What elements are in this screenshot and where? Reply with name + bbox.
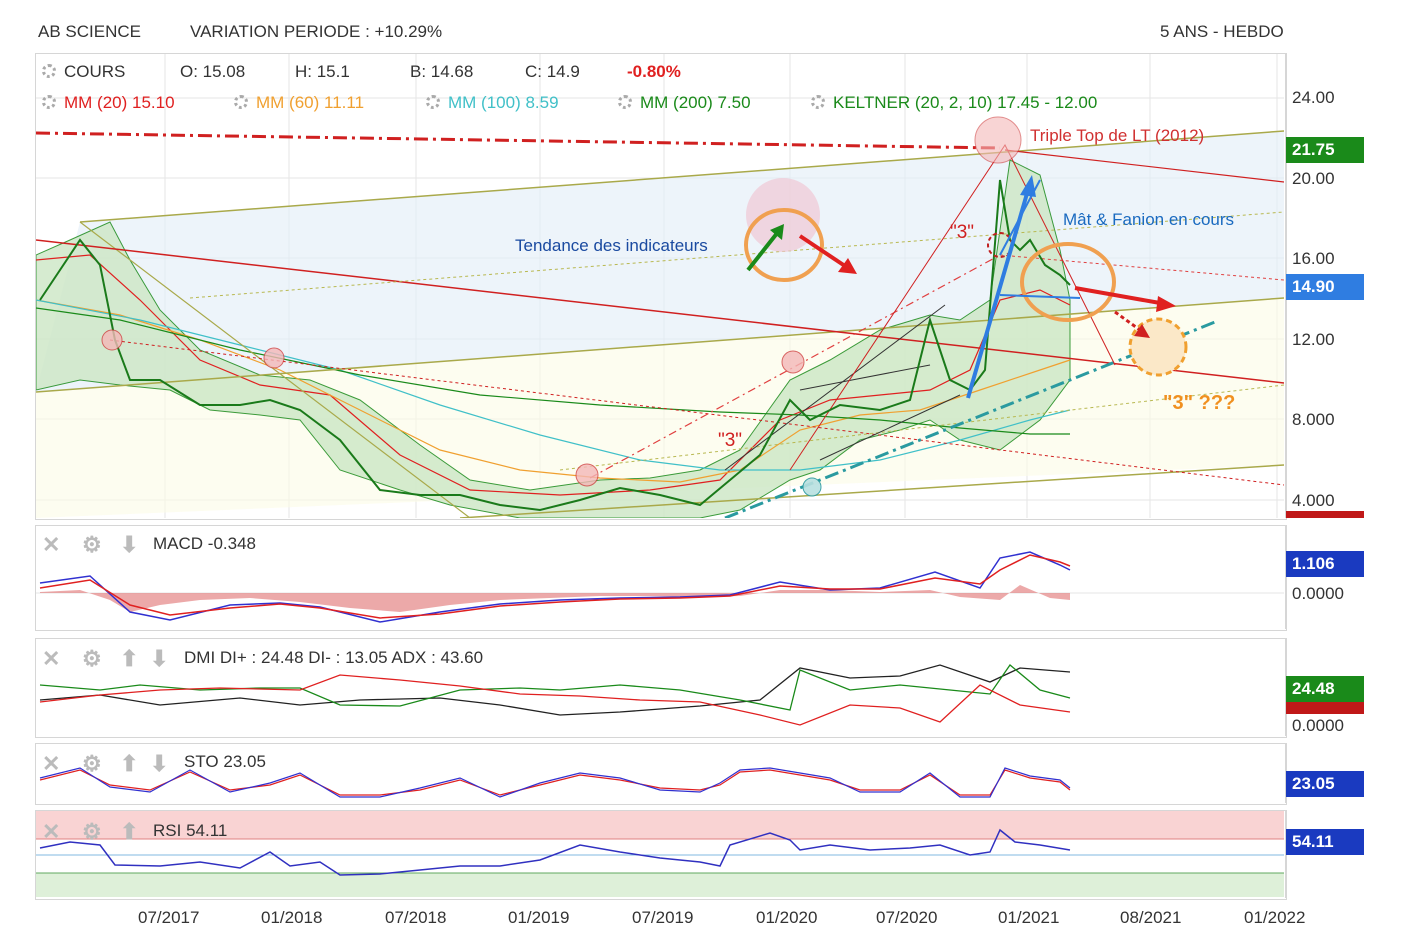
gear-icon[interactable]: ⚙	[82, 819, 102, 844]
price-badge-top: 21.75	[1286, 137, 1364, 163]
mm20-legend[interactable]: MM (20) 15.10	[42, 93, 175, 113]
gear-icon[interactable]	[618, 95, 632, 109]
macd-axis	[1285, 525, 1396, 629]
macd-tick: 0.0000	[1292, 584, 1344, 603]
rsi-badge: 54.11	[1286, 829, 1364, 855]
close-value: C: 14.9	[525, 62, 580, 81]
close-icon[interactable]: ✕	[42, 532, 61, 557]
annotation-three-b: "3"	[718, 430, 742, 451]
low-value: B: 14.68	[410, 62, 474, 81]
gear-icon[interactable]: ⚙	[82, 532, 102, 557]
dmi-badge: 24.48	[1286, 676, 1364, 702]
period-variation: VARIATION PERIODE : +10.29%	[190, 22, 443, 41]
price-axis	[1285, 53, 1396, 518]
price-tick: 12.00	[1292, 330, 1335, 349]
dmi-tick: 0.0000	[1292, 716, 1344, 735]
open-value: O: 15.08	[180, 62, 246, 81]
price-tick: 4.000	[1292, 491, 1335, 510]
gear-icon[interactable]: ⚙	[82, 751, 102, 776]
close-icon[interactable]: ✕	[42, 646, 61, 671]
dmi-axis	[1285, 638, 1396, 736]
x-axis-tick: 08/2021	[1120, 908, 1182, 927]
sto-badge: 23.05	[1286, 771, 1364, 797]
close-icon[interactable]: ✕	[42, 819, 61, 844]
price-tick: 8.000	[1292, 410, 1335, 429]
arrow-down-icon[interactable]: ⬇	[120, 532, 139, 557]
annotation-mat-fanion: Mât & Fanion en cours	[1063, 210, 1234, 229]
x-axis-tick: 01/2020	[756, 908, 818, 927]
gear-icon[interactable]	[42, 64, 56, 78]
rsi-axis	[1285, 810, 1396, 898]
rsi-label: RSI 54.11	[153, 821, 228, 840]
x-axis-tick: 01/2021	[998, 908, 1060, 927]
arrow-up-icon[interactable]: ⬆	[120, 646, 139, 671]
price-tick: 20.00	[1292, 169, 1335, 188]
close-icon[interactable]: ✕	[42, 751, 61, 776]
x-axis-tick: 07/2020	[876, 908, 938, 927]
mm100-legend[interactable]: MM (100) 8.59	[426, 93, 559, 113]
dmi-label: DMI DI+ : 24.48 DI- : 13.05 ADX : 43.60	[184, 648, 484, 667]
annotation-three-q: "3" ???	[1163, 392, 1235, 414]
price-tick: 24.00	[1292, 88, 1335, 107]
cours-legend[interactable]: COURS	[42, 62, 125, 82]
annotation-three-a: "3"	[950, 222, 974, 243]
x-axis-tick: 07/2019	[632, 908, 694, 927]
sto-axis	[1285, 743, 1396, 803]
x-axis-tick: 01/2019	[508, 908, 570, 927]
gear-icon[interactable]	[811, 95, 825, 109]
change-value: -0.80%	[627, 62, 681, 81]
keltner-legend[interactable]: KELTNER (20, 2, 10) 17.45 - 12.00	[811, 93, 1097, 113]
gear-icon[interactable]: ⚙	[82, 646, 102, 671]
arrow-down-icon[interactable]: ⬇	[150, 646, 169, 671]
mm60-legend[interactable]: MM (60) 11.11	[234, 93, 364, 113]
annotation-triple-top: Triple Top de LT (2012)	[1030, 126, 1204, 145]
price-badge-low	[1286, 511, 1364, 518]
dmi-badge-minus	[1286, 700, 1364, 714]
mm200-legend[interactable]: MM (200) 7.50	[618, 93, 751, 113]
instrument-title: AB SCIENCE	[38, 22, 141, 41]
macd-badge: 1.106	[1286, 551, 1364, 577]
arrow-up-icon[interactable]: ⬆	[120, 819, 139, 844]
x-axis-tick: 01/2022	[1244, 908, 1306, 927]
annotation-tendance: Tendance des indicateurs	[515, 236, 708, 255]
sto-label: STO 23.05	[184, 752, 266, 771]
macd-label: MACD -0.348	[153, 534, 256, 553]
gear-icon[interactable]	[426, 95, 440, 109]
price-tick: 16.00	[1292, 249, 1335, 268]
high-value: H: 15.1	[295, 62, 350, 81]
x-axis-tick: 01/2018	[261, 908, 323, 927]
gear-icon[interactable]	[42, 95, 56, 109]
x-axis-tick: 07/2018	[385, 908, 447, 927]
arrow-up-icon[interactable]: ⬆	[120, 751, 139, 776]
price-badge-last: 14.90	[1286, 274, 1364, 300]
arrow-down-icon[interactable]: ⬇	[150, 751, 169, 776]
x-axis-tick: 07/2017	[138, 908, 200, 927]
period-selector[interactable]: 5 ANS - HEBDO	[1160, 22, 1284, 41]
gear-icon[interactable]	[234, 95, 248, 109]
